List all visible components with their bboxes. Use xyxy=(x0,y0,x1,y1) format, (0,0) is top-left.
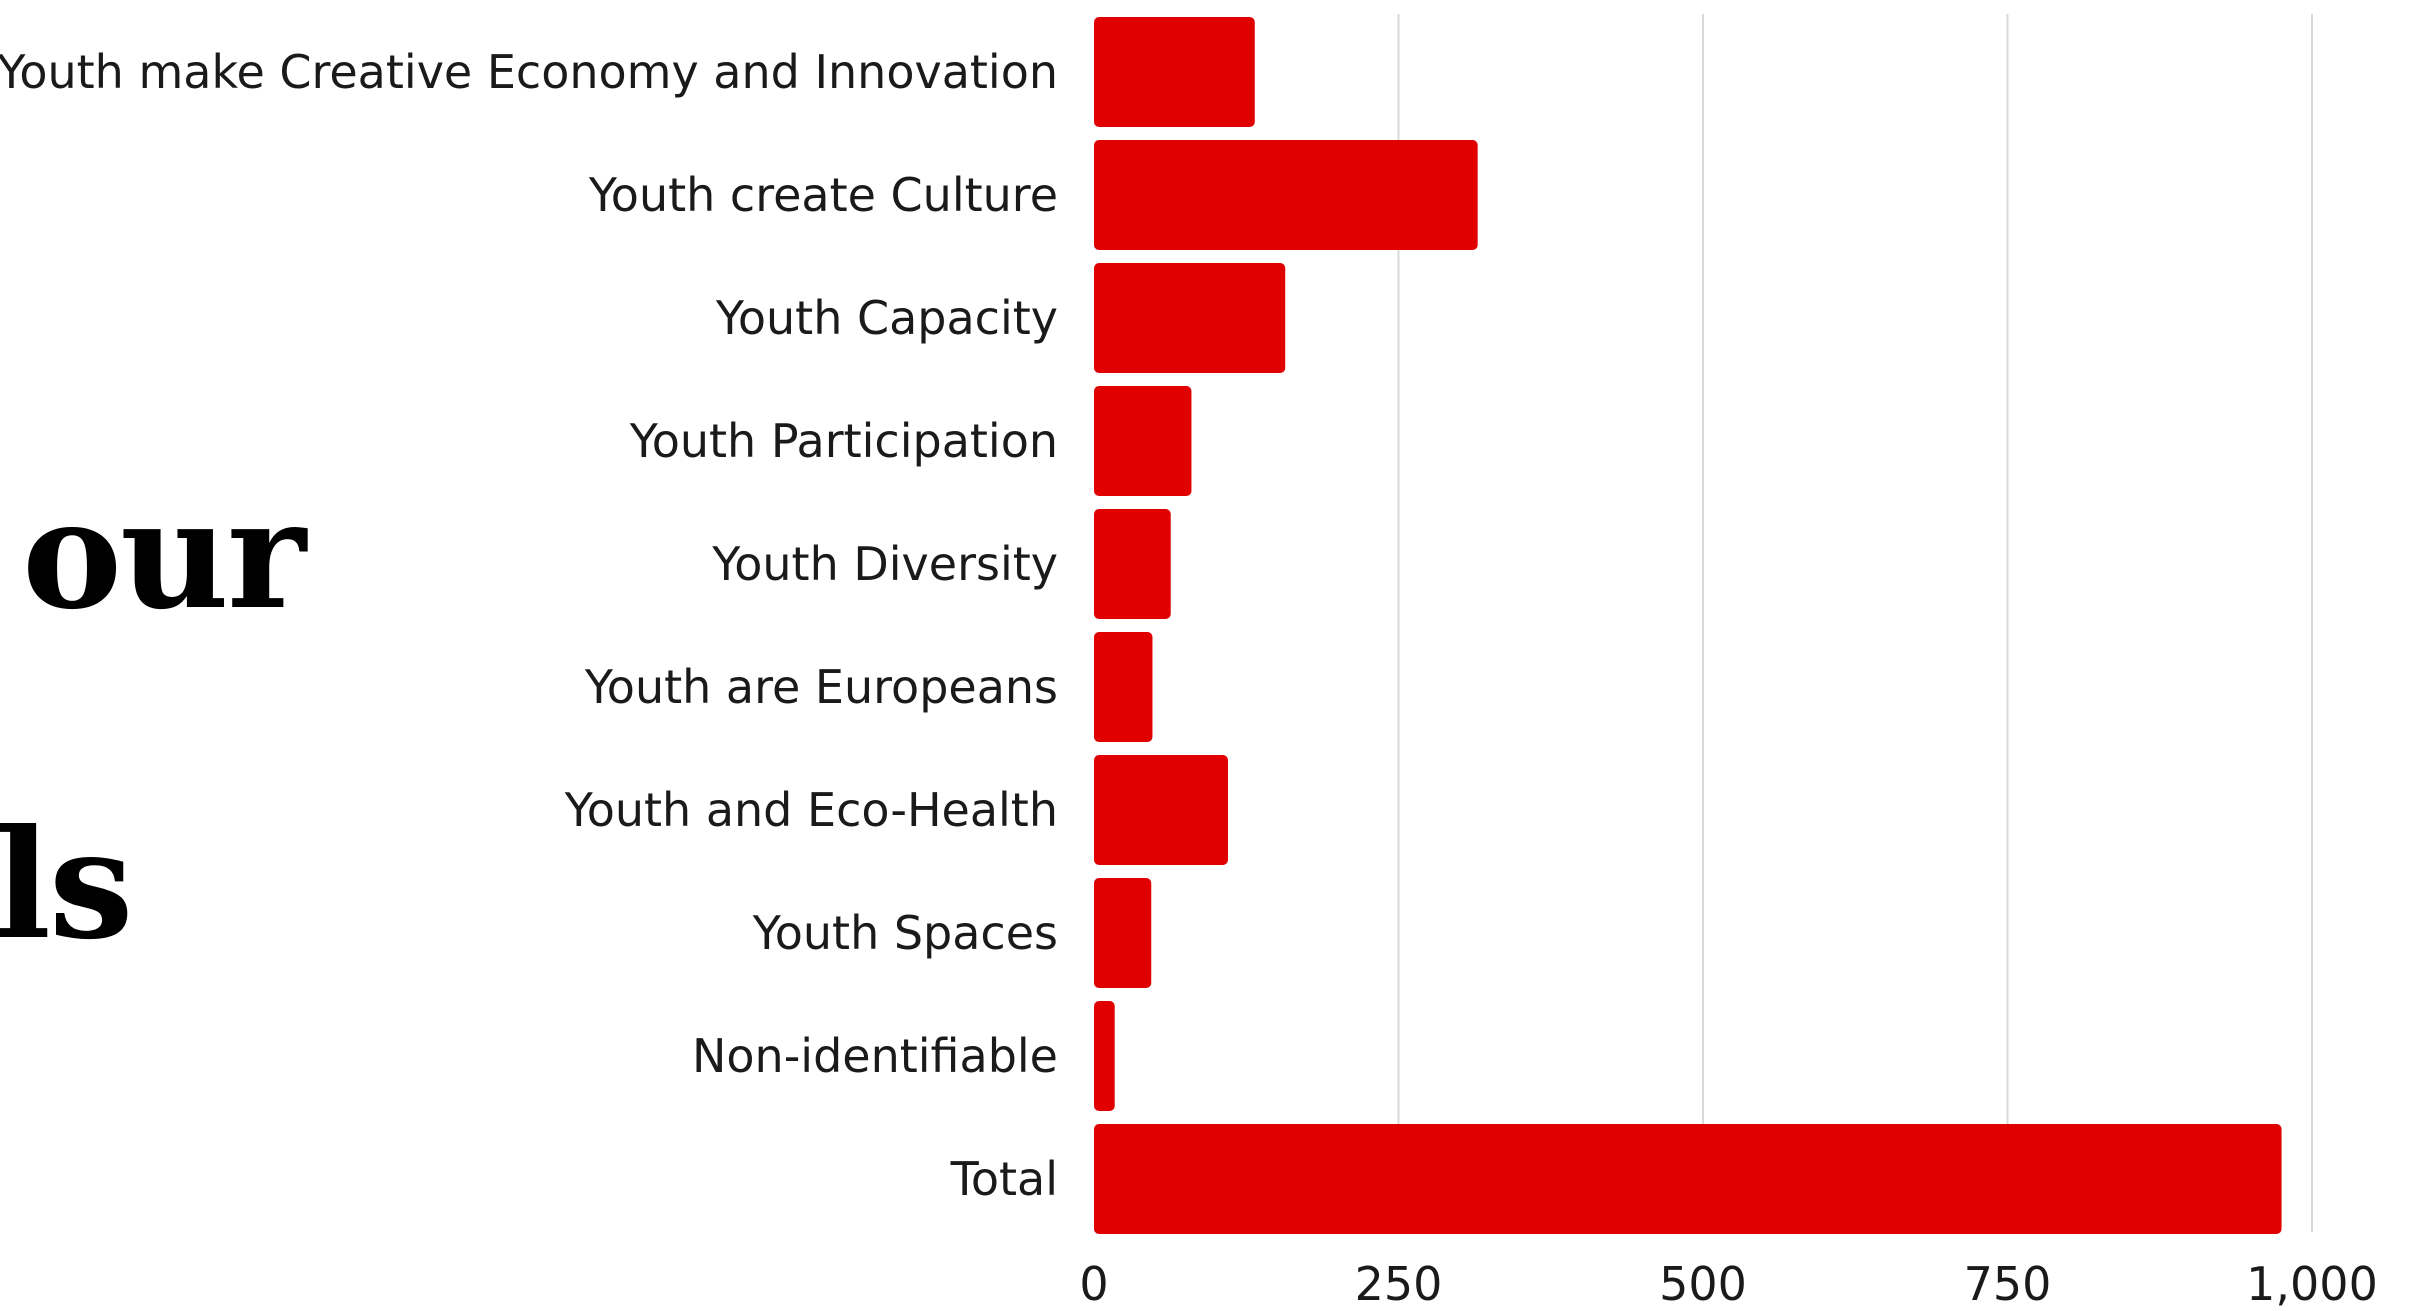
category-label-1: Youth create Culture xyxy=(588,168,1058,222)
bar-8 xyxy=(1094,1001,1115,1111)
bar-9 xyxy=(1094,1124,2282,1234)
category-label-5: Youth are Europeans xyxy=(584,660,1058,714)
slide-title-fragment-2: ls xyxy=(0,797,133,973)
x-tick-label-1: 250 xyxy=(1355,1257,1443,1311)
x-tick-label-2: 500 xyxy=(1659,1257,1747,1311)
category-label-4: Youth Diversity xyxy=(711,537,1058,591)
category-label-6: Youth and Eco-Health xyxy=(564,783,1058,837)
category-label-7: Youth Spaces xyxy=(752,906,1058,960)
bar-6 xyxy=(1094,755,1228,865)
category-labels: Youth make Creative Economy and Innovati… xyxy=(0,45,1058,1206)
x-tick-label-0: 0 xyxy=(1079,1257,1108,1311)
bar-5 xyxy=(1094,632,1153,742)
x-tick-label-4: 1,000 xyxy=(2246,1257,2378,1311)
x-axis-tick-labels: 0 250 500 750 1,000 xyxy=(1079,1257,2377,1311)
x-tick-label-3: 750 xyxy=(1964,1257,2052,1311)
bar-1 xyxy=(1094,140,1478,250)
bar-0 xyxy=(1094,17,1255,127)
category-label-2: Youth Capacity xyxy=(715,291,1058,345)
bar-4 xyxy=(1094,509,1171,619)
category-label-9: Total xyxy=(950,1152,1058,1206)
slide-title-fragment-1: our xyxy=(22,467,306,643)
category-label-8: Non-identifiable xyxy=(692,1029,1058,1083)
category-label-0: Youth make Creative Economy and Innovati… xyxy=(0,45,1058,99)
category-label-3: Youth Participation xyxy=(629,414,1058,468)
bars xyxy=(1094,17,2282,1234)
gridlines xyxy=(1397,14,2313,1232)
bar-2 xyxy=(1094,263,1286,373)
bar-7 xyxy=(1094,878,1152,988)
bar-3 xyxy=(1094,386,1192,496)
